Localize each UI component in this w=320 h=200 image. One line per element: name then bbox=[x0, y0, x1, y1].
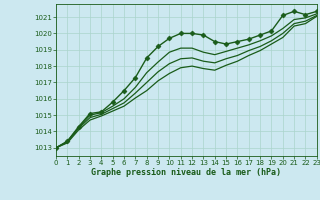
X-axis label: Graphe pression niveau de la mer (hPa): Graphe pression niveau de la mer (hPa) bbox=[92, 168, 281, 177]
